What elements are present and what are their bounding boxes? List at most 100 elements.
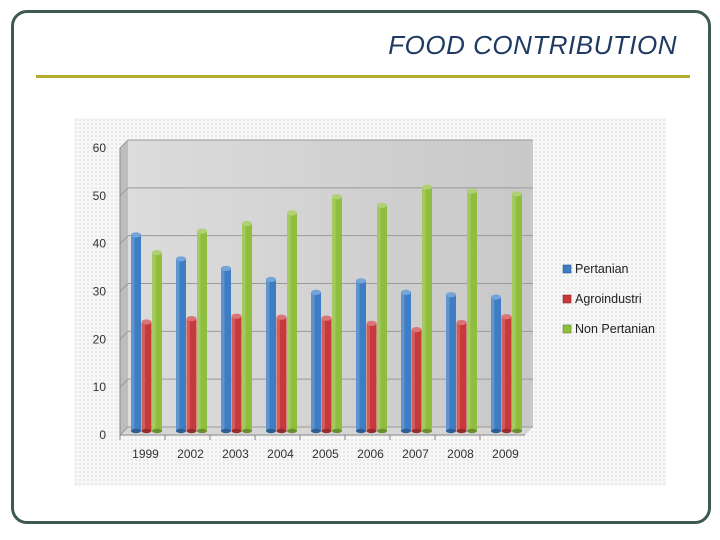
bar <box>221 265 231 434</box>
bar-highlight <box>197 231 201 431</box>
bar-front <box>401 292 411 431</box>
bar-front <box>491 297 501 431</box>
bar-front <box>242 223 252 431</box>
bar-front <box>311 292 321 431</box>
bar-highlight <box>321 318 325 431</box>
x-tick-label: 2002 <box>177 447 204 461</box>
bar-top <box>231 313 242 319</box>
bar-top <box>401 289 411 295</box>
bar-base <box>401 428 411 434</box>
bar-highlight <box>152 252 156 431</box>
x-tick-label: 1999 <box>132 447 159 461</box>
legend-label: Agroindustri <box>575 292 642 306</box>
bar-front <box>422 187 432 431</box>
bar-front <box>231 316 242 431</box>
axes: 0 10 20 30 40 50 60 1999 2002 2003 2004 2005 2006 200… <box>93 141 525 461</box>
bar-base <box>141 428 152 434</box>
legend-label: Non Pertanian <box>575 322 655 336</box>
gridline-depth <box>119 426 129 436</box>
bar <box>311 289 321 434</box>
bar <box>231 313 242 434</box>
bar-base <box>512 428 522 434</box>
legend-item: Non Pertanian <box>562 322 655 336</box>
bar <box>266 276 276 434</box>
bar-top <box>197 228 207 234</box>
x-tick-label: 2006 <box>357 447 384 461</box>
legend-swatch <box>562 294 572 304</box>
bar <box>501 314 512 434</box>
bar <box>422 184 432 434</box>
y-tick-label: 60 <box>93 141 107 155</box>
bar-base <box>321 428 332 434</box>
bar-front <box>411 329 422 431</box>
gridline-depth <box>119 235 129 245</box>
bar-top <box>512 191 522 197</box>
bar <box>176 256 186 434</box>
bar <box>152 249 162 434</box>
bar-top <box>321 315 332 321</box>
bar-highlight <box>266 279 270 431</box>
bar-top <box>287 210 297 216</box>
bar <box>456 319 467 434</box>
bar-front <box>287 212 297 431</box>
bar-base <box>467 428 477 434</box>
bar-base <box>491 428 501 434</box>
bar-highlight <box>242 223 246 431</box>
legend-swatch <box>562 264 572 274</box>
bar-front <box>456 322 467 431</box>
bar-base <box>276 428 287 434</box>
gridline-depth <box>119 330 129 340</box>
legend-swatch <box>562 324 572 334</box>
bar-highlight <box>141 321 145 431</box>
bar-top <box>131 232 141 238</box>
bar-top <box>152 249 162 256</box>
bar-top <box>422 184 432 190</box>
bar-front <box>332 196 342 431</box>
gridline-depth <box>119 378 129 388</box>
y-tick-label: 50 <box>93 189 107 203</box>
bar-base <box>411 428 422 434</box>
bar-highlight <box>131 234 135 431</box>
bar-highlight <box>311 292 315 431</box>
bar-front <box>197 231 207 431</box>
y-tick-label: 20 <box>93 332 107 346</box>
bar-highlight <box>366 323 370 431</box>
gridline-depth <box>119 187 129 197</box>
bar-front <box>221 268 231 431</box>
bar-base <box>231 428 242 434</box>
bar-highlight <box>221 268 225 431</box>
bar-highlight <box>231 316 235 431</box>
bar-top <box>377 202 387 208</box>
bar-highlight <box>186 318 190 431</box>
bar-top <box>276 314 287 320</box>
bar-highlight <box>332 196 336 431</box>
x-tick-label: 2008 <box>447 447 474 461</box>
bar <box>377 202 387 434</box>
bar-front <box>512 193 522 431</box>
bar-base <box>377 428 387 434</box>
bar-base <box>332 428 342 434</box>
bar-highlight <box>422 187 426 431</box>
bar-base <box>176 428 186 434</box>
bar <box>467 188 477 434</box>
page-title: FOOD CONTRIBUTION <box>388 30 677 60</box>
bar-highlight <box>287 212 291 431</box>
y-tick-label: 30 <box>93 285 107 299</box>
bar-top <box>242 220 252 227</box>
bar <box>356 278 366 434</box>
bar-front <box>446 294 456 431</box>
bar-base <box>197 428 207 434</box>
bar-top <box>467 188 477 194</box>
bar-highlight <box>401 292 405 431</box>
bar-top <box>366 320 377 326</box>
y-tick-label: 10 <box>93 380 107 394</box>
x-tick-label: 2004 <box>267 447 294 461</box>
bar <box>186 315 197 434</box>
bar-base <box>131 428 141 434</box>
bar <box>446 292 456 434</box>
bar-highlight <box>456 322 460 431</box>
bar-highlight <box>512 193 516 431</box>
bar-top <box>186 315 197 322</box>
bar-highlight <box>377 205 381 431</box>
